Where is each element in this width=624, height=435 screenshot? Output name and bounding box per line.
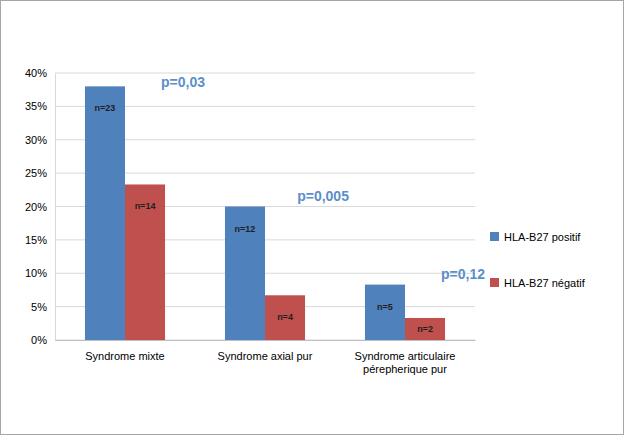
chart-border [1,1,624,435]
x-axis: Syndrome mixte Syndrome axial pur Syndrome… [56,340,476,375]
y-tick: 0% [31,334,55,346]
p-value: p=0,12 [441,266,485,282]
y-axis: 0% 5% 10% 15% 20% 25% 30% 35% 40% [25,67,56,346]
y-tick-label: 10% [25,267,47,279]
p-value: p=0,005 [297,188,349,204]
bar [405,318,445,340]
legend-swatch [490,278,499,287]
n-label: n=2 [417,324,433,334]
y-tick: 35% [25,100,55,112]
n-label: n=5 [377,302,393,312]
x-tick-label: Syndrome mixte [85,350,164,362]
y-tick-label: 20% [25,201,47,213]
y-tick-label: 15% [25,234,47,246]
bar [125,184,165,340]
grid-line [55,73,475,74]
y-tick-label: 5% [31,301,47,313]
bar [225,207,265,341]
y-tick-label: 40% [25,67,47,79]
p-value: p=0,03 [161,74,205,90]
x-tick-label: Syndrome axial pur [218,350,313,362]
x-tick: Syndrome mixte [85,340,164,362]
bar [85,86,125,340]
y-tick: 30% [25,134,55,146]
y-tick: 25% [25,167,55,179]
n-label: n=12 [235,224,256,234]
labels: n=23 n=12 n=5 n=14 n=4 n=2 p=0,03 p=0,005 p=0,12 [95,74,486,334]
n-label: n=4 [277,312,293,322]
legend: HLA-B27 positif HLA-B27 négatif [490,231,586,289]
grid [55,73,475,340]
x-axis-line [56,340,476,341]
legend-label: HLA-B27 positif [504,231,581,243]
legend-swatch [490,232,499,241]
n-label: n=14 [135,201,156,211]
bar [265,295,305,340]
y-tick-label: 35% [25,100,47,112]
y-tick-label: 30% [25,134,47,146]
bars [85,86,445,340]
x-tick: Syndrome articulairepérepherique pur [355,340,456,375]
legend-label: HLA-B27 négatif [504,277,586,289]
x-tick-label: Syndrome articulairepérepherique pur [355,350,456,375]
y-tick: 15% [25,234,55,246]
y-tick: 20% [25,201,55,213]
chart: 0%5%10%15%20%25%30%35%40%Syndrome mixteS… [0,0,624,435]
y-tick: 10% [25,267,55,279]
y-tick: 5% [31,301,55,313]
y-tick: 40% [25,67,55,79]
x-tick: Syndrome axial pur [218,340,313,362]
y-tick-label: 25% [25,167,47,179]
n-label: n=23 [95,103,116,113]
y-axis-line [55,74,56,341]
bar [365,285,405,340]
y-tick-label: 0% [31,334,47,346]
